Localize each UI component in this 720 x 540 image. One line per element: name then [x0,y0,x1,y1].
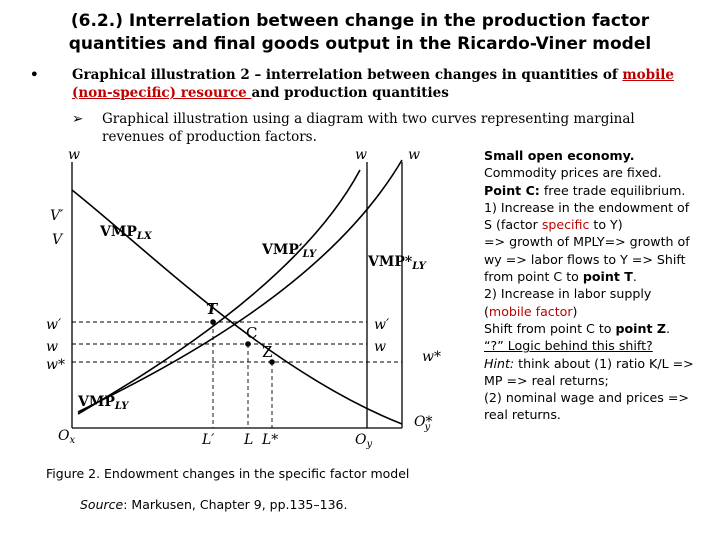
notes-item-2: 2) Increase in labor supply [484,286,652,302]
l-star-label: L* [261,432,278,448]
notes-point-c: Point C: free trade equilibrium. [484,182,686,198]
figure-source: Source: Markusen, Chapter 9, pp.135–136. [80,497,347,512]
bullet-dot-icon: • [30,67,39,83]
point-c-marker [245,341,251,347]
notes-item-2-shift: Shift from point C to point Z. [484,320,671,336]
l-label: L [243,432,253,448]
point-t-marker [210,319,216,325]
origin-y-label: Oy [355,432,372,450]
point-c-label: C [246,324,257,342]
w-right-label: w [408,147,420,163]
origin-x-label: Ox [58,428,75,446]
notes-item-1: 1) Increase in the endowment of S (facto… [484,199,690,233]
vmp-lx-label: VMPLX [99,224,153,242]
w-star-right-label: w* [422,349,441,365]
vmp-ly-label: VMPLY [77,394,129,412]
w-left-level-label: w [46,339,58,355]
bullet-text: Graphical illustration 2 – interrelation… [38,66,688,102]
arrow-bullet-icon: ➢ [72,111,84,127]
vmp-lx-curve [71,189,403,425]
l-prime-label: L′ [201,432,215,448]
notes-hint-2: (2) nominal wage and prices => real retu… [484,390,689,423]
bullet-text-after: and production quantities [251,85,449,101]
specific-factor-diagram: w w w V′ V w′ w w* w′ w w* Ox L′ L L* Oy… [46,147,441,450]
notes-hint: Hint: think about (1) ratio K/L => MP =>… [484,355,694,388]
w-prime-right-label: w′ [374,317,390,333]
source-label: Source [80,497,124,512]
notes-item-1-chain: => growth of MPLY=> growth of wy => labo… [484,234,690,285]
notes-item-2-mobile: (mobile factor) [484,303,578,319]
title-line-2: quantities and final goods output in the… [68,34,652,54]
w-prime-left-label: w′ [46,317,62,333]
vmp-ly-curve [77,159,403,413]
v-prime-label: V′ [50,208,64,224]
origin-y-star-label: O*y [414,414,432,433]
point-z-label: Z [262,343,272,361]
vmp-ly-prime-label: VMP′LY [261,242,317,260]
v-label: V [52,232,64,248]
bullet-text-before: Graphical illustration 2 – interrelation… [72,67,623,83]
mobile-resource-link[interactable]: mobile (non-specific) resource [72,67,674,101]
point-z-marker [269,359,275,365]
title-line-1: (6.2.) Interrelation between change in t… [70,11,650,31]
w-mid-label: w [355,147,367,163]
source-text: : Markusen, Chapter 9, pp.135–136. [123,497,348,512]
notes-heading: Small open economy. [484,148,635,163]
vmp-ly-star-label: VMP*LY [367,254,427,272]
w-left-label: w [68,147,80,163]
sub-bullet: ➢ Graphical illustration using a diagram… [72,110,672,146]
point-t-label: T [206,300,219,318]
w-star-left-label: w* [46,357,65,373]
figure-caption: Figure 2. Endowment changes in the speci… [46,466,410,481]
notes-line-prices: Commodity prices are fixed. [484,165,662,181]
sub-bullet-text: Graphical illustration using a diagram w… [102,111,635,145]
main-bullet: • Graphical illustration 2 – interrelati… [30,66,688,102]
w-right-level-label: w [374,339,386,355]
slide-title: (6.2.) Interrelation between change in t… [40,10,680,56]
explanation-panel: Small open economy. Commodity prices are… [484,147,699,424]
vmp-ly-prime-curve [77,169,361,415]
notes-logic-question: “?” Logic behind this shift? [484,338,653,354]
